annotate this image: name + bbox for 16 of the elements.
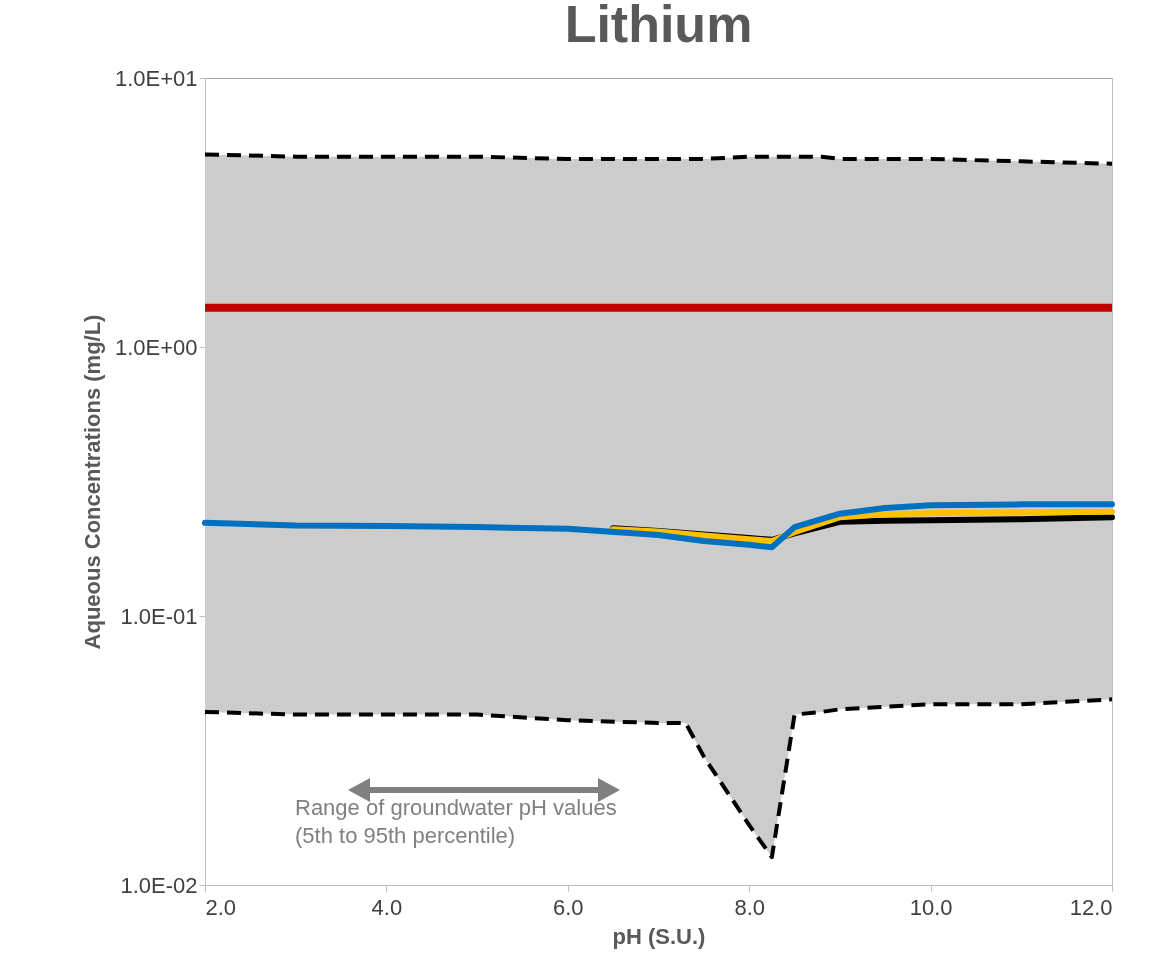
chart-title: Lithium — [564, 0, 753, 53]
x-tick-label: 6.0 — [553, 894, 584, 920]
x-tick-label: 8.0 — [734, 894, 765, 920]
y-tick-label: 1.0E+00 — [114, 334, 198, 360]
x-tick-label: 10.0 — [909, 894, 953, 920]
y-tick-label: 1.0E+01 — [114, 65, 198, 91]
x-axis-title: pH (S.U.) — [612, 923, 706, 949]
y-tick-label: 1.0E-02 — [120, 872, 198, 898]
x-tick-label: 2.0 — [205, 894, 237, 920]
y-tick-label: 1.0E-01 — [120, 603, 198, 629]
line-series — [203, 697, 1114, 860]
x-tick-label: 4.0 — [371, 894, 403, 920]
line-series — [203, 152, 1114, 166]
annotation: Range of groundwater pH values (5th to 95th percentile) — [295, 794, 617, 848]
y-axis-title: Aqueous Concentrations (mg/L) — [79, 314, 105, 650]
x-tick-label: 12.0 — [1069, 894, 1113, 920]
